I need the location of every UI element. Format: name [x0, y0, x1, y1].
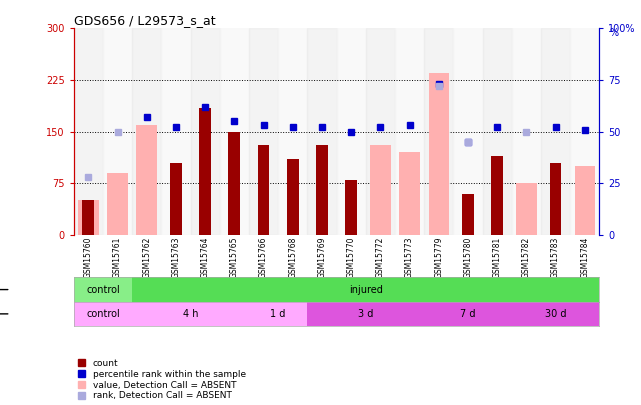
Bar	[395, 28, 424, 235]
Bar	[424, 28, 453, 235]
Bar	[337, 28, 366, 235]
Text: 4 h: 4 h	[183, 309, 198, 319]
Bar	[550, 163, 562, 235]
Bar	[199, 108, 211, 235]
Bar	[132, 28, 162, 235]
Bar	[170, 163, 182, 235]
Text: GDS656 / L29573_s_at: GDS656 / L29573_s_at	[74, 14, 215, 27]
Text: 1 d: 1 d	[271, 309, 286, 319]
Text: control: control	[86, 309, 120, 319]
Bar	[162, 28, 190, 235]
Bar	[190, 28, 220, 235]
Bar	[307, 28, 337, 235]
Bar	[74, 28, 103, 235]
Text: %: %	[610, 28, 619, 38]
Bar	[453, 28, 483, 235]
Text: 3 d: 3 d	[358, 309, 374, 319]
Bar	[228, 132, 240, 235]
Bar	[258, 145, 269, 235]
Legend: count, percentile rank within the sample, value, Detection Call = ABSENT, rank, : count, percentile rank within the sample…	[78, 359, 246, 401]
Bar	[399, 152, 420, 235]
Bar	[491, 156, 503, 235]
Bar	[83, 200, 94, 235]
Bar	[574, 166, 595, 235]
Bar	[370, 145, 390, 235]
Bar	[103, 28, 132, 235]
Text: injured: injured	[349, 285, 383, 294]
Text: 30 d: 30 d	[545, 309, 566, 319]
Bar	[220, 28, 249, 235]
Bar	[78, 200, 99, 235]
Bar	[483, 28, 512, 235]
Bar	[345, 180, 357, 235]
Bar	[316, 145, 328, 235]
Bar	[516, 183, 537, 235]
Bar	[287, 159, 299, 235]
Bar	[541, 28, 570, 235]
Text: 7 d: 7 d	[460, 309, 476, 319]
Bar	[462, 194, 474, 235]
Bar	[570, 28, 599, 235]
Bar	[107, 173, 128, 235]
Bar	[366, 28, 395, 235]
Bar	[137, 125, 157, 235]
Bar	[249, 28, 278, 235]
Bar	[512, 28, 541, 235]
Bar	[429, 73, 449, 235]
Text: control: control	[86, 285, 120, 294]
Bar	[278, 28, 307, 235]
